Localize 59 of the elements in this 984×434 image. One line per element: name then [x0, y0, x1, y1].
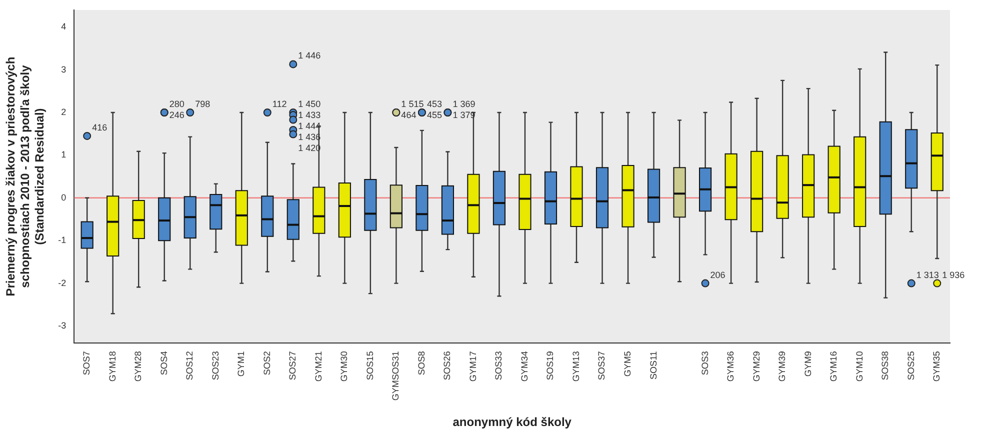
x-tick-label: GYMSOS31: [390, 351, 401, 401]
x-tick-label: SOS3: [700, 351, 710, 376]
x-tick-label: GYM5: [622, 351, 632, 377]
y-axis-title: Priemerný progres žiakov v priestorových schopnostiach 2010 - 2013 podľa školy (Standardized Residual): [4, 56, 46, 296]
x-tick-label: SOS38: [880, 351, 890, 380]
annotation: 455: [426, 110, 442, 120]
annotation: 1 936: [942, 270, 965, 280]
x-tick-label: GYM18: [107, 351, 118, 382]
x-tick-label: SOS15: [364, 351, 375, 380]
x-axis-title: anonymný kód školy: [452, 415, 572, 430]
x-tick-label: SOS25: [906, 351, 916, 380]
x-tick-label: GYM28: [133, 351, 144, 382]
y-tick-label: -2: [58, 278, 66, 288]
x-tick-label: GYM21: [313, 351, 324, 382]
x-tick-label: SOS4: [158, 351, 169, 376]
annotation: 416: [92, 122, 108, 132]
y-tick-label: 4: [61, 22, 66, 32]
y-tick-label: 3: [61, 64, 66, 74]
x-tick-label: GYM17: [468, 351, 478, 382]
annotation: 1 433: [298, 110, 321, 120]
y-tick-label: 2: [61, 106, 66, 117]
annotation: 112: [272, 98, 287, 109]
x-tick-label: GYM39: [777, 351, 788, 382]
annotation: 1 369: [452, 98, 476, 109]
y-tick-label: -1: [58, 235, 66, 246]
x-tick-label: GYM34: [519, 351, 530, 382]
x-tick-label: SOS26: [442, 351, 452, 380]
annotation: 798: [195, 98, 210, 109]
x-tick-label: GYM16: [828, 351, 839, 382]
x-tick-label: SOS27: [288, 351, 298, 380]
y-tick-label: -3: [58, 320, 66, 330]
x-tick-label: GYM35: [932, 351, 942, 382]
annotation: 1 515: [401, 98, 424, 109]
x-tick-label: GYM30: [339, 351, 350, 382]
x-tick-label: SOS2: [262, 351, 272, 376]
y-tick-label: 1: [61, 150, 66, 160]
x-tick-label: GYM36: [726, 351, 736, 382]
x-tick-label: GYM10: [854, 351, 864, 382]
x-tick-label: GYM9: [802, 351, 813, 377]
y-tick-label: 0: [61, 192, 66, 202]
x-tick-label: SOS19: [545, 351, 556, 380]
x-tick-label: GYM13: [570, 351, 581, 382]
annotation: 453: [426, 98, 442, 109]
annotation: 206: [710, 270, 726, 280]
x-tick-label: SOS7: [82, 351, 92, 376]
annotation: 246: [169, 110, 184, 120]
annotation: 1 450: [298, 98, 321, 109]
x-tick-label: SOS37: [596, 351, 607, 380]
x-tick-label: SOS12: [184, 351, 195, 380]
annotation: 280: [169, 98, 184, 109]
x-tick-label: SOS23: [210, 351, 220, 380]
annotation: 1 446: [298, 50, 321, 61]
x-tick-label: SOS33: [494, 351, 504, 380]
x-tick-label: GYM29: [751, 351, 762, 382]
annotation: 1 313: [916, 270, 939, 280]
x-tick-label: SOS11: [648, 351, 658, 380]
x-tick-label: GYM1: [236, 351, 246, 377]
annotation: 464: [401, 110, 416, 120]
x-tick-label: SOS8: [416, 351, 426, 376]
